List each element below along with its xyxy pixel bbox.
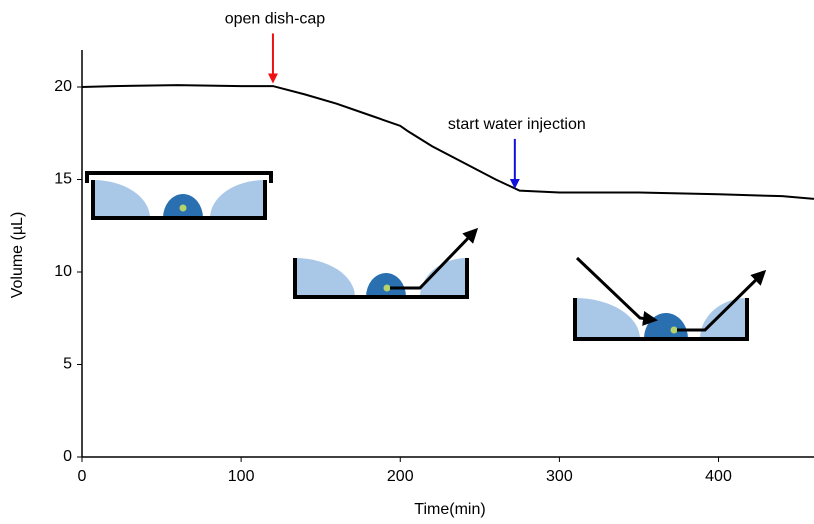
y-tick-label: 20	[54, 78, 72, 95]
x-tick-label: 200	[387, 468, 414, 485]
y-tick-label: 0	[63, 448, 72, 465]
annotation-text: open dish-cap	[225, 11, 326, 28]
y-tick-label: 5	[63, 356, 72, 373]
y-tick-label: 10	[54, 263, 72, 280]
x-tick-label: 0	[78, 468, 87, 485]
y-axis-title: Volume (µL)	[9, 212, 26, 299]
annotation-text: start water injection	[448, 116, 586, 133]
dish-diagram-1	[85, 171, 273, 220]
x-tick-label: 300	[546, 468, 573, 485]
dish-diagram-2	[293, 227, 479, 299]
x-axis-title: Time(min)	[414, 501, 485, 518]
y-tick-label: 15	[54, 171, 72, 188]
x-tick-label: 400	[705, 468, 732, 485]
dish-diagram-3	[573, 256, 767, 341]
x-tick-label: 100	[228, 468, 255, 485]
data-line	[81, 84, 814, 200]
